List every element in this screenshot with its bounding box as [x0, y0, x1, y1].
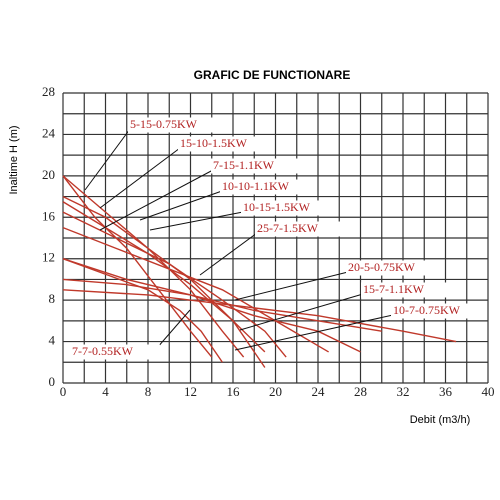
legend-label: 10-10-1.1KW: [222, 179, 290, 193]
curve: [62, 258, 361, 353]
legend-label: 25-7-1.5KW: [257, 221, 319, 235]
curve: [62, 175, 213, 358]
leader-line: [234, 271, 349, 301]
legend-label: 7-7-0.55KW: [72, 344, 134, 358]
x-tick-label: 20: [269, 384, 282, 399]
legend-label: 10-7-0.75KW: [393, 303, 461, 317]
y-tick-label: 12: [42, 250, 55, 265]
y-tick-label: 28: [42, 84, 55, 99]
y-tick-label: 24: [42, 125, 56, 140]
leader-line: [84, 128, 131, 191]
label-box: [346, 260, 436, 276]
legend-label: 15-10-1.5KW: [180, 136, 248, 150]
x-tick-label: 4: [102, 384, 109, 399]
chart-title: GRAFIC DE FUNCTIONARE: [194, 68, 351, 82]
leader-line: [99, 147, 181, 209]
curve: [62, 211, 287, 358]
curve: [62, 175, 245, 358]
y-tick-label: 8: [49, 291, 56, 306]
label-box: [391, 303, 481, 319]
x-tick-label: 16: [227, 384, 241, 399]
legend-label: 10-15-1.5KW: [243, 200, 311, 214]
label-box: [220, 179, 310, 195]
x-tick-label: 40: [482, 384, 495, 399]
y-tick-label: 20: [42, 167, 55, 182]
leader-line: [149, 211, 244, 231]
label-box: [128, 117, 218, 133]
label-box: [255, 221, 345, 237]
label-box: [361, 282, 451, 298]
legend-label: 5-15-0.75KW: [130, 117, 198, 131]
x-tick-label: 8: [145, 384, 152, 399]
x-axis-label: Debit (m3/h): [410, 414, 471, 426]
y-tick-label: 0: [49, 374, 56, 389]
legend-label: 15-7-1.1KW: [363, 282, 425, 296]
leader-line: [234, 314, 394, 351]
curve: [62, 278, 382, 332]
x-tick-label: 32: [397, 384, 410, 399]
label-box: [211, 158, 301, 174]
legend-label: 20-5-0.75KW: [348, 260, 416, 274]
label-box: [178, 136, 268, 152]
curve: [62, 289, 457, 343]
y-tick-label: 16: [42, 208, 56, 223]
leader-line: [199, 232, 258, 276]
legend-label: 7-15-1.1KW: [213, 158, 275, 172]
curve: [62, 226, 329, 353]
x-tick-label: 28: [354, 384, 367, 399]
label-box: [70, 344, 160, 360]
label-box: [241, 200, 331, 216]
leader-line: [239, 293, 364, 331]
x-tick-label: 36: [439, 384, 453, 399]
leader-line: [99, 169, 214, 231]
leader-line: [139, 190, 223, 221]
x-tick-label: 24: [312, 384, 326, 399]
y-axis-label: Inaltime H (m): [8, 125, 20, 194]
y-tick-label: 4: [49, 333, 56, 348]
x-tick-label: 0: [60, 384, 67, 399]
curve: [62, 258, 223, 363]
x-tick-label: 12: [184, 384, 197, 399]
